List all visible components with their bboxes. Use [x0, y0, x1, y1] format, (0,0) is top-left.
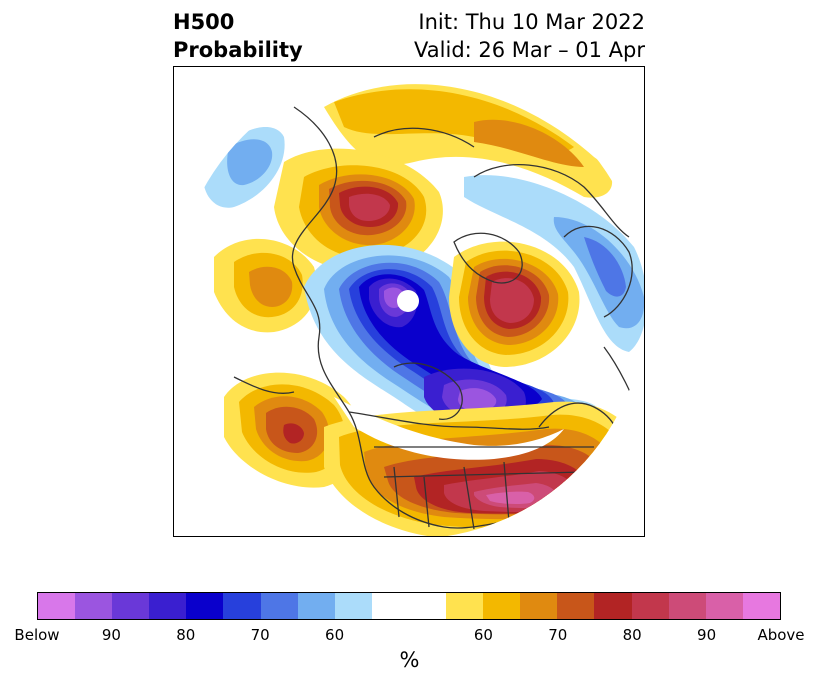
map-canvas: [203, 84, 644, 536]
colorbar-swatch: [186, 593, 224, 619]
colorbar-swatch: [631, 593, 669, 619]
colorbar: [37, 592, 781, 620]
colorbar-tick-label: 80: [622, 626, 642, 644]
colorbar-swatch: [446, 593, 484, 619]
probability-map: [173, 66, 645, 537]
colorbar-swatch: [483, 593, 521, 619]
colorbar-swatch: [705, 593, 743, 619]
colorbar-swatch: [149, 593, 187, 619]
colorbar-tick-label: 60: [473, 626, 493, 644]
colorbar-tick-label: 90: [697, 626, 717, 644]
colorbar-swatch: [334, 593, 372, 619]
colorbar-tick-label: 70: [548, 626, 568, 644]
map-dates: Init: Thu 10 Mar 2022 Valid: 26 Mar – 01…: [414, 8, 645, 64]
colorbar-swatch: [371, 593, 447, 619]
init-date: Init: Thu 10 Mar 2022: [418, 10, 645, 34]
colorbar-swatch: [557, 593, 595, 619]
colorbar-tick-label: 90: [101, 626, 121, 644]
colorbar-swatch: [297, 593, 335, 619]
colorbar-swatch: [112, 593, 150, 619]
colorbar-tick-label: 60: [325, 626, 345, 644]
colorbar-ticks: Below 90 80 70 60 60 70 80 90 Above: [0, 626, 819, 646]
colorbar-tick-label: Above: [757, 626, 805, 644]
colorbar-tick-label: 80: [176, 626, 196, 644]
colorbar-swatch: [38, 593, 76, 619]
valid-range: Valid: 26 Mar – 01 Apr: [414, 38, 645, 62]
colorbar-swatch: [594, 593, 632, 619]
title-variable: H500: [173, 10, 235, 34]
colorbar-swatch: [75, 593, 113, 619]
colorbar-swatch: [223, 593, 261, 619]
map-title: H500 Probability: [173, 8, 303, 64]
colorbar-swatch: [520, 593, 558, 619]
title-product: Probability: [173, 38, 303, 62]
probability-shading: [203, 84, 644, 536]
colorbar-tick-label: Below: [14, 626, 60, 644]
colorbar-swatch: [742, 593, 780, 619]
colorbar-swatch: [260, 593, 298, 619]
colorbar-tick-label: 70: [250, 626, 270, 644]
colorbar-unit: %: [399, 648, 420, 672]
colorbar-swatch: [668, 593, 706, 619]
